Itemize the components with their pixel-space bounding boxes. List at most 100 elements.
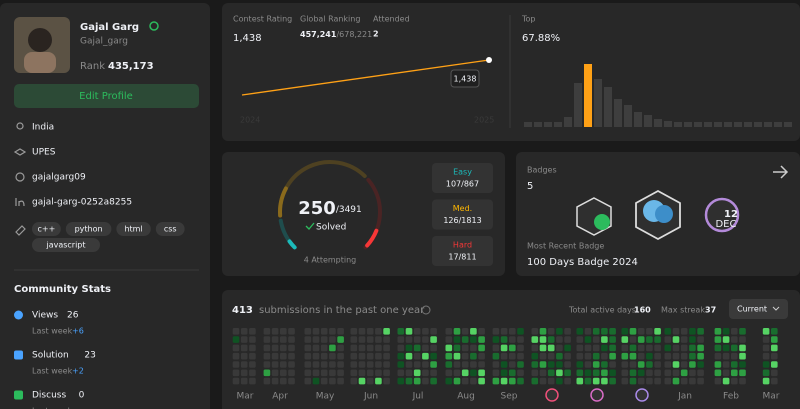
heat-cell	[358, 377, 366, 385]
heat-cell	[478, 344, 485, 352]
distribution-bar	[714, 122, 722, 127]
heat-cell	[621, 369, 629, 377]
tag-icon	[15, 225, 26, 236]
heat-cell	[664, 336, 672, 343]
location: India	[32, 123, 54, 133]
heat-cell	[509, 344, 516, 352]
heat-cell	[739, 336, 746, 343]
heat-cell	[366, 336, 374, 343]
heat-cell	[337, 328, 344, 335]
heat-cell	[350, 361, 358, 368]
heat-cell	[445, 352, 453, 360]
heat-cell	[564, 352, 571, 360]
heat-cell	[422, 377, 429, 385]
heat-cell	[271, 377, 279, 385]
heat-cell	[249, 377, 256, 385]
heat-cell	[397, 377, 405, 385]
heat-cell	[366, 328, 374, 335]
heat-cell	[383, 369, 390, 377]
heat-cell	[375, 336, 382, 343]
badge-dec-month: DEC	[715, 219, 736, 230]
distribution-bar	[674, 122, 682, 127]
tooltip-value: 1,438	[454, 75, 477, 84]
info-icon[interactable]	[421, 305, 431, 315]
heat-cell	[366, 377, 374, 385]
heat-cell	[422, 328, 429, 335]
badge-dec	[704, 197, 740, 233]
heat-cell	[722, 328, 730, 335]
heat-cell	[337, 344, 344, 352]
heat-cell	[445, 361, 453, 368]
heat-cell	[664, 352, 672, 360]
heat-cell	[539, 377, 547, 385]
heat-cell	[556, 344, 563, 352]
stat-icon	[14, 350, 23, 360]
heat-cell	[358, 328, 366, 335]
badge-icons: 12 DEC	[576, 189, 740, 241]
heat-cell	[646, 344, 653, 352]
distribution-bar	[724, 122, 732, 127]
level-box	[432, 199, 493, 230]
edit-profile-label[interactable]: Edit Profile	[79, 91, 133, 102]
badges-arrow[interactable]	[773, 165, 789, 179]
level-box	[432, 236, 493, 266]
heat-cell	[405, 377, 413, 385]
heat-cell	[320, 344, 328, 352]
heat-cell	[232, 377, 240, 385]
heat-cell	[629, 377, 637, 385]
heat-cell	[697, 328, 704, 335]
heat-cell	[405, 336, 413, 343]
badge-50-days-mark	[594, 214, 610, 230]
heat-cell	[637, 369, 645, 377]
user-handle: Gajal_garg	[80, 37, 128, 47]
skill-label: html	[124, 225, 142, 234]
edit-profile-button[interactable]	[14, 84, 199, 108]
heat-cell	[337, 336, 344, 343]
heat-cell	[697, 361, 704, 368]
heat-cell	[556, 369, 563, 377]
heat-cell	[445, 336, 453, 343]
heat-cell	[430, 352, 437, 360]
user-name: Gajal Garg	[80, 22, 139, 33]
dropdown-label[interactable]: Current	[737, 305, 767, 314]
heat-cell	[375, 377, 382, 385]
heat-cell	[366, 352, 374, 360]
month-label: Jan	[677, 392, 692, 402]
skill-tag	[65, 222, 112, 236]
heat-cell	[714, 377, 722, 385]
heat-cell	[397, 344, 405, 352]
heat-cell	[539, 344, 547, 352]
heat-cell	[714, 369, 722, 377]
heat-cell	[240, 328, 248, 335]
heat-cell	[470, 352, 477, 360]
heat-cell	[453, 369, 461, 377]
global-label: Global Ranking	[300, 15, 360, 24]
heat-cell	[664, 328, 672, 335]
heat-cell	[601, 369, 608, 377]
heat-cell	[271, 328, 279, 335]
heat-cell	[358, 352, 366, 360]
heat-cell	[375, 369, 382, 377]
heat-cell	[731, 328, 738, 335]
heat-cell	[329, 328, 336, 335]
level-name: Med.	[453, 204, 472, 213]
heat-cell	[646, 336, 653, 343]
heat-cell	[531, 369, 539, 377]
heat-cell	[280, 377, 287, 385]
gauge-arc	[365, 228, 379, 248]
heat-cell	[697, 377, 704, 385]
heat-cell	[680, 377, 688, 385]
dropdown[interactable]	[729, 299, 788, 319]
heat-cell	[771, 344, 778, 352]
heat-cell	[592, 352, 600, 360]
heat-cell	[263, 336, 271, 343]
dropdown-chevron	[772, 306, 780, 311]
heat-cell	[492, 344, 500, 352]
heat-cell	[517, 377, 524, 385]
distribution-bar	[524, 122, 532, 127]
heat-cell	[556, 328, 563, 335]
stat-icon	[14, 390, 23, 400]
heat-cell	[509, 328, 516, 335]
heat-cell	[646, 361, 653, 368]
heat-cell	[383, 328, 390, 335]
